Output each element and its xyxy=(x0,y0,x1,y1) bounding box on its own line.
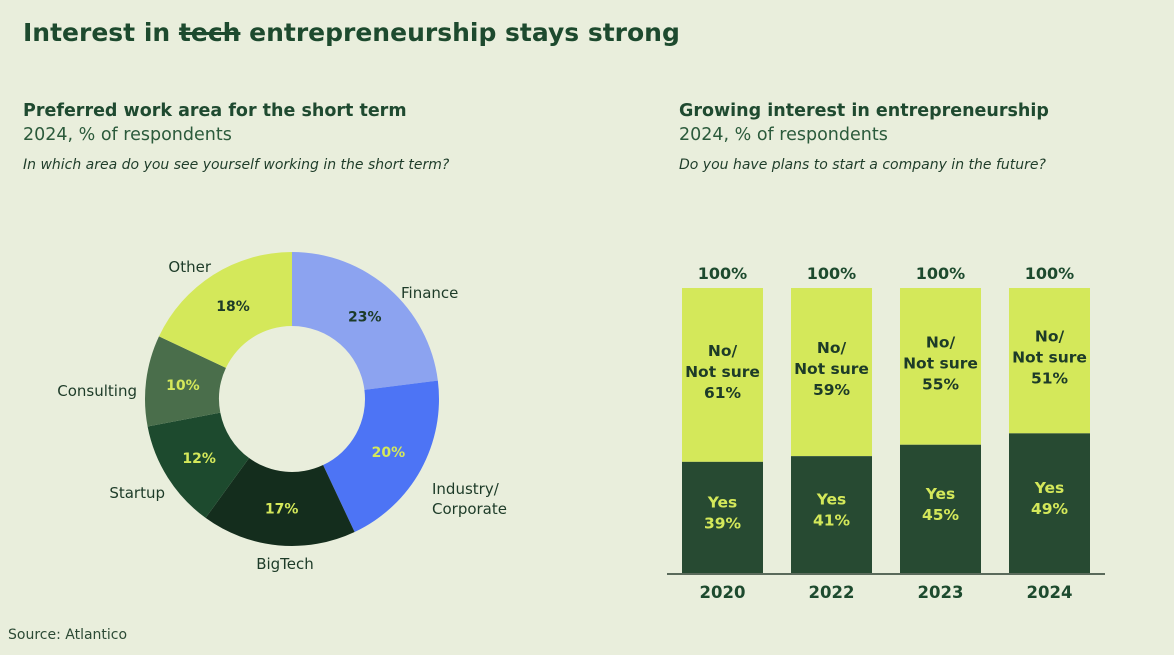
bar-total-label-2020: 100% xyxy=(698,264,747,283)
donut-slice-other xyxy=(158,252,292,368)
bar-yes-2022 xyxy=(791,456,872,573)
donut-category-label-other: Other xyxy=(168,258,211,276)
bar-no-2023 xyxy=(900,288,981,445)
bar-no-label-2024: No/Not sure 51% xyxy=(1012,328,1087,388)
donut-value-label-industry-corporate: 20% xyxy=(372,445,406,461)
x-tick-label-2022: 2022 xyxy=(809,583,855,602)
bar-chart-question: Do you have plans to start a company in … xyxy=(679,157,1046,173)
bar-no-2024 xyxy=(1009,288,1090,434)
donut-slice-finance xyxy=(292,252,438,390)
bar-no-label-2020: No/Not sure 61% xyxy=(685,342,760,402)
donut-category-label-consulting: Consulting xyxy=(57,382,137,400)
bar-yes-2024 xyxy=(1009,433,1090,573)
donut-slice-bigtech xyxy=(205,458,355,546)
x-tick-label-2020: 2020 xyxy=(700,583,746,602)
donut-category-label-bigtech: BigTech xyxy=(256,555,314,573)
bar-total-label-2024: 100% xyxy=(1025,264,1074,283)
bar-no-label-2023: No/Not sure 55% xyxy=(903,333,978,393)
donut-chart: 23% Finance 20% Industry/Corporate 17% BigTec… xyxy=(57,252,507,573)
x-tick-label-2023: 2023 xyxy=(918,583,964,602)
donut-slice-startup xyxy=(147,412,250,518)
donut-category-label-startup: Startup xyxy=(109,484,165,502)
donut-category-label-finance: Finance xyxy=(401,284,458,302)
donut-category-label-industry-corporate: Industry/Corporate xyxy=(432,480,507,518)
donut-chart-question: In which area do you see yourself workin… xyxy=(23,157,450,173)
bar-no-2020 xyxy=(682,288,763,462)
bar-chart-title: Growing interest in entrepreneurship xyxy=(679,101,1049,121)
bar-yes-label-2022: Yes 41% xyxy=(813,491,851,530)
bar-yes-label-2023: Yes 45% xyxy=(922,485,960,524)
x-tick-label-2024: 2024 xyxy=(1027,583,1073,602)
donut-chart-subtitle: 2024, % of respondents xyxy=(23,125,232,145)
title-text-after: entrepreneurship stays strong xyxy=(240,18,680,47)
bar-no-label-2022: No/Not sure 59% xyxy=(794,339,869,399)
donut-chart-title: Preferred work area for the short term xyxy=(23,101,407,121)
bar-total-label-2023: 100% xyxy=(916,264,965,283)
bar-total-label-2022: 100% xyxy=(807,264,856,283)
donut-slice-consulting xyxy=(145,336,226,427)
bar-no-2022 xyxy=(791,288,872,457)
stacked-bar-chart: 100% No/Not sure 61% Yes 39% 2020 100% No/Not s… xyxy=(667,264,1105,602)
donut-value-label-consulting: 10% xyxy=(166,378,200,394)
donut-value-label-other: 18% xyxy=(216,299,250,315)
bar-chart-subtitle: 2024, % of respondents xyxy=(679,125,888,145)
source-note: Source: Atlantico xyxy=(8,627,128,643)
bar-yes-label-2024: Yes 49% xyxy=(1031,479,1069,518)
bar-yes-label-2020: Yes 39% xyxy=(704,493,742,532)
donut-value-label-finance: 23% xyxy=(348,309,382,325)
donut-value-label-startup: 12% xyxy=(182,451,216,467)
donut-slice-industry-corporate xyxy=(323,380,439,533)
title-text-before: Interest in xyxy=(23,18,179,47)
title-struck-word: tech xyxy=(178,18,241,47)
donut-value-label-bigtech: 17% xyxy=(265,502,299,518)
bar-yes-2023 xyxy=(900,444,981,573)
main-title: Interest in tech entrepreneurship stays … xyxy=(23,18,680,47)
bar-yes-2020 xyxy=(682,461,763,573)
